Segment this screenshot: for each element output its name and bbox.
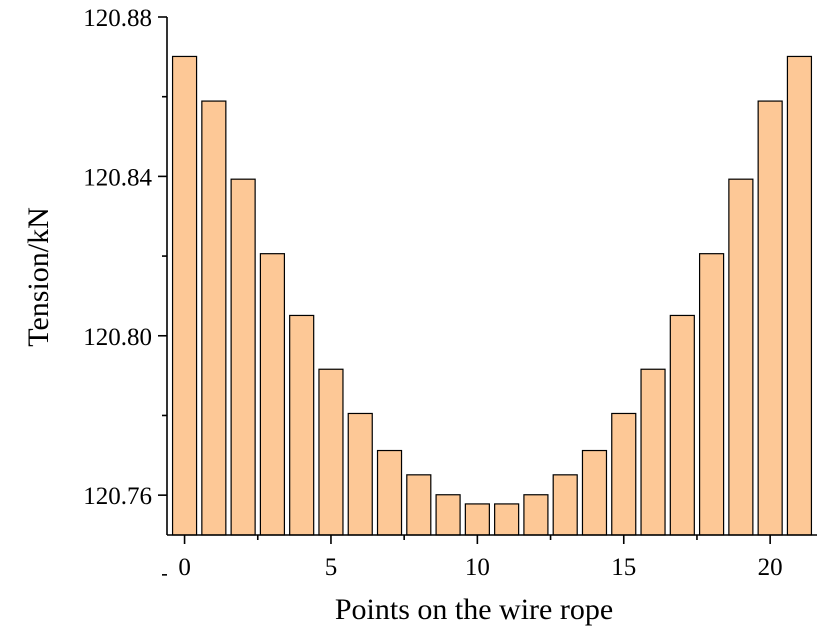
- x-axis-ticks: 0 5 10 15 20: [178, 535, 783, 581]
- bar-point-8: [406, 474, 432, 536]
- bars-group: [171, 55, 813, 536]
- x-tick-label: 20: [758, 554, 783, 581]
- bar-point-17: [669, 314, 695, 536]
- y-axis-title: Tension/kN: [22, 207, 55, 347]
- x-tick-label: 5: [325, 554, 338, 581]
- bar-point-9: [435, 494, 461, 536]
- x-tick-label: 10: [465, 554, 490, 581]
- bar-point-14: [581, 449, 608, 536]
- bar-point-15: [611, 412, 637, 536]
- bar-point-5: [318, 368, 344, 536]
- x-tick-label: 15: [611, 554, 636, 581]
- bar-point-10: [464, 503, 490, 536]
- bar-point-6: [347, 412, 373, 536]
- bar-point-13: [552, 474, 578, 536]
- x-tick-label: 0: [178, 554, 191, 581]
- bar-point-11: [494, 503, 520, 536]
- y-tick-label: 120.84: [83, 164, 152, 191]
- x-axis-title: Points on the wire rope: [335, 593, 613, 626]
- bar-point-0: [171, 55, 198, 536]
- y-tick-label: 120.80: [83, 324, 152, 351]
- bar-point-12: [523, 494, 549, 536]
- bar-point-2: [230, 178, 256, 536]
- bar-point-21: [786, 55, 813, 536]
- bar-point-7: [376, 449, 403, 536]
- bar-point-4: [289, 314, 315, 536]
- bar-point-19: [728, 178, 754, 536]
- y-tick-label: 120.88: [83, 5, 152, 32]
- y-axis-ticks: 120.76 120.80 120.84 120.88: [83, 5, 167, 576]
- y-tick-label: 120.76: [83, 483, 152, 510]
- bar-point-18: [698, 253, 725, 536]
- bar-point-1: [201, 100, 227, 536]
- bar-point-3: [259, 253, 286, 536]
- bar-point-16: [640, 368, 666, 536]
- bar-point-20: [757, 100, 783, 536]
